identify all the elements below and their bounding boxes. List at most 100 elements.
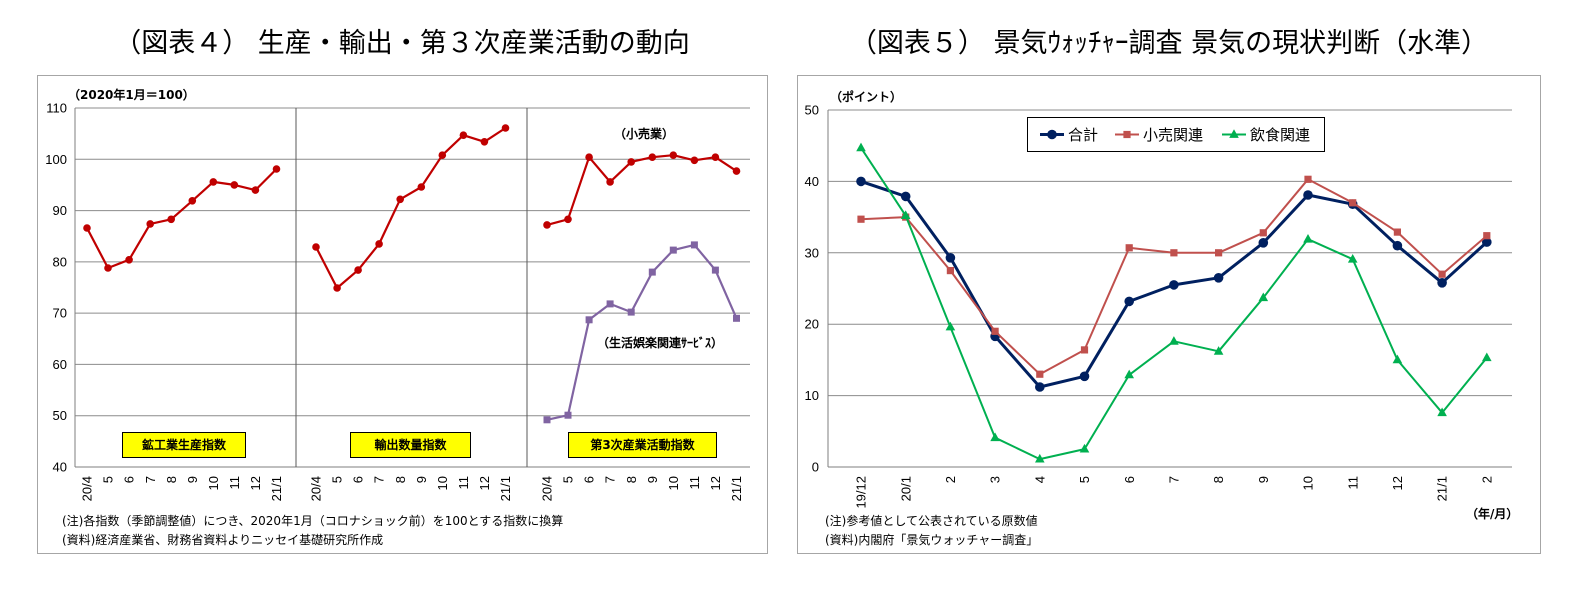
x-tick-label: 10	[1301, 476, 1316, 490]
data-point	[606, 300, 614, 308]
data-point	[1035, 382, 1045, 392]
data-point	[209, 178, 218, 186]
x-tick-label: 11	[456, 476, 471, 490]
data-point	[648, 268, 656, 276]
legend-marker	[1123, 130, 1131, 139]
data-point	[543, 416, 551, 424]
series-line	[860, 147, 1488, 461]
y-tick-label: 70	[53, 306, 67, 321]
data-point	[1169, 280, 1179, 290]
legend-label: 飲食関連	[1250, 126, 1310, 144]
x-tick-label: 20/4	[80, 476, 95, 501]
x-tick-label: 10	[666, 476, 681, 490]
data-point	[564, 215, 572, 224]
data-point	[459, 131, 468, 139]
y-tick-label: 80	[53, 254, 67, 269]
chart-note: (注)各指数（季節調整値）につき、2020年1月（コロナショック前）を100とす…	[62, 514, 564, 528]
x-tick-label: 20/1	[898, 476, 913, 501]
legend-item: 飲食関連	[1222, 126, 1310, 144]
x-tick-label: 20/4	[309, 476, 324, 501]
x-tick-label: 21/1	[498, 476, 513, 501]
data-point	[1393, 228, 1401, 236]
series-label: （小売業）	[614, 127, 675, 141]
x-tick-label: 12	[477, 476, 492, 490]
y-tick-label: 50	[805, 103, 819, 118]
data-point	[900, 210, 911, 219]
x-tick-label: 2	[943, 476, 958, 483]
x-tick-label: 20/4	[540, 476, 555, 501]
legend-item: 合計	[1040, 126, 1098, 144]
data-point	[1036, 370, 1044, 378]
x-tick-label: 8	[164, 476, 179, 483]
y-tick-label: 0	[812, 460, 819, 475]
data-point	[146, 220, 154, 228]
y-tick-label: 50	[53, 408, 67, 423]
y-axis-unit-label: （ポイント）	[830, 90, 903, 104]
y-tick-label: 10	[805, 388, 819, 403]
y-tick-label: 100	[45, 152, 67, 167]
x-tick-label: 12	[708, 476, 723, 490]
x-tick-label: 21/1	[1435, 476, 1450, 501]
legend-marker	[1229, 129, 1239, 138]
series-line	[86, 168, 278, 270]
data-point	[733, 314, 740, 322]
series-line	[546, 243, 738, 421]
data-point	[648, 153, 657, 161]
data-point	[990, 432, 1000, 442]
x-tick-label: 12	[248, 476, 263, 490]
x-tick-label: 9	[185, 476, 200, 483]
x-tick-label: 5	[330, 476, 345, 483]
x-tick-label: 2	[1479, 476, 1494, 483]
x-tick-label: 6	[1122, 476, 1137, 483]
x-tick-label: 11	[687, 476, 702, 490]
data-point	[1392, 354, 1403, 364]
chart-title: （図表５） 景気ｳｫｯﾁｬｰ調査 景気の現状判断（水準）	[849, 28, 1489, 59]
data-point	[627, 158, 635, 166]
x-tick-label: 9	[645, 476, 660, 483]
y-tick-label: 110	[46, 101, 67, 116]
data-point	[1349, 199, 1357, 207]
data-point	[945, 321, 956, 331]
chart-note: (注)参考値として公表されている原数値	[825, 514, 1038, 528]
data-point	[1437, 407, 1447, 417]
x-tick-label: 11	[1345, 476, 1360, 490]
x-tick-label: 6	[582, 476, 597, 483]
data-point	[711, 153, 720, 161]
data-point	[627, 308, 635, 316]
data-point	[564, 411, 572, 419]
chart-source: (資料)経済産業省、財務省資料よりニッセイ基礎研究所作成	[62, 533, 384, 547]
x-tick-label: 5	[101, 476, 116, 483]
x-tick-label: 7	[143, 476, 158, 483]
data-point	[585, 316, 593, 324]
data-point	[900, 191, 911, 202]
x-tick-label: 10	[435, 476, 450, 490]
data-point	[1124, 296, 1134, 307]
data-point	[856, 142, 866, 152]
data-point	[1304, 175, 1312, 183]
x-tick-label: 6	[122, 476, 137, 483]
x-tick-label: 7	[603, 476, 618, 483]
data-point	[857, 215, 865, 223]
data-point	[1482, 237, 1492, 247]
chart-frame	[797, 75, 1541, 554]
data-point	[606, 178, 614, 186]
data-point	[501, 124, 510, 132]
legend-marker	[1047, 129, 1057, 140]
legend-box	[1027, 117, 1325, 152]
data-point	[251, 186, 260, 194]
legend: 合計 小売関連 飲食関連	[1027, 117, 1325, 152]
y-tick-label: 40	[53, 460, 67, 475]
data-point	[1169, 336, 1179, 345]
chart-right-plot: 0 10 20 30 40 50 19/12 20/1 2 3 4 5 6 7 8 9 10 11 12 21/1 2	[805, 103, 1512, 509]
x-tick-label: 11	[227, 476, 242, 490]
chart-title: （図表４） 生産・輸出・第３次産業活動の動向	[114, 28, 690, 59]
data-point	[1124, 369, 1134, 379]
x-tick-label: 7	[1166, 476, 1181, 483]
data-point	[312, 243, 320, 251]
data-point	[856, 176, 866, 187]
data-point	[188, 197, 197, 205]
data-point	[1213, 273, 1224, 283]
x-tick-label: 21/1	[269, 476, 284, 501]
